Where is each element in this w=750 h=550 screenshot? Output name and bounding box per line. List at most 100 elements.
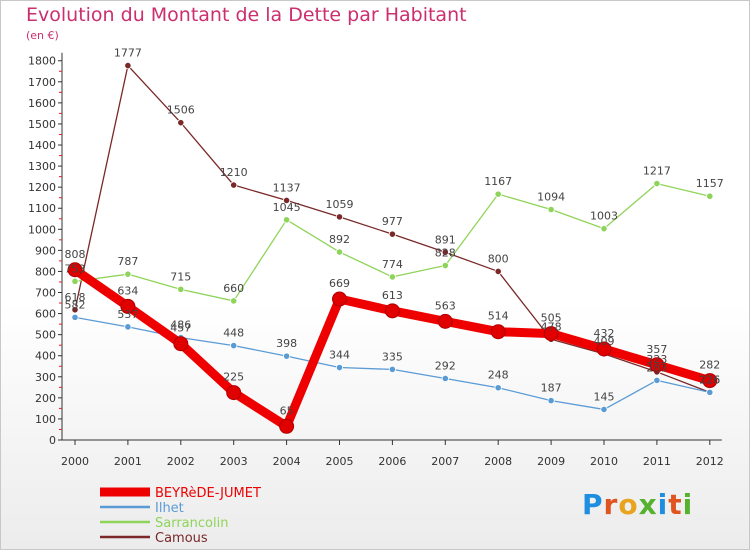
data-label: 1137	[273, 181, 301, 194]
data-label: 1003	[590, 210, 618, 223]
data-label: 292	[435, 359, 456, 372]
x-tick-label: 2010	[590, 455, 618, 468]
data-label: 409	[594, 335, 615, 348]
y-tick-label: 1500	[28, 118, 56, 131]
data-label: 486	[170, 319, 191, 332]
data-point	[653, 376, 661, 384]
data-labels: 618 1777 1506 1210 1137 1059 977 891 800 478 409 32…	[65, 47, 724, 418]
logo-letter: t	[668, 488, 683, 521]
y-tick-label: 300	[35, 371, 56, 384]
data-label: 478	[541, 320, 562, 333]
data-point	[335, 363, 344, 372]
data-label: 1210	[220, 166, 248, 179]
data-label: 505	[541, 312, 562, 325]
y-tick-label: 700	[35, 287, 56, 300]
data-point	[437, 313, 453, 329]
legend-label: BEYRèDE-JUMET	[155, 486, 261, 501]
data-point	[177, 119, 185, 127]
data-point	[600, 405, 608, 414]
x-tick-label: 2008	[484, 455, 512, 468]
data-point	[706, 192, 714, 200]
data-label: 282	[699, 359, 720, 372]
data-label: 323	[646, 353, 667, 366]
data-point	[71, 306, 79, 314]
x-tick-label: 2011	[643, 455, 671, 468]
data-label: 892	[329, 233, 350, 246]
y-tick-label: 500	[35, 329, 56, 342]
data-label: 1094	[537, 190, 565, 203]
y-tick-label: 1300	[28, 160, 56, 173]
data-point	[494, 384, 502, 392]
proxiti-logo: Proxiti	[582, 488, 693, 521]
data-label: 514	[488, 310, 509, 323]
data-point	[282, 216, 291, 224]
data-point	[706, 388, 714, 396]
logo-letter: i	[682, 488, 694, 521]
data-label: 977	[382, 215, 403, 228]
data-label: 1506	[167, 104, 195, 117]
data-point	[494, 190, 502, 198]
data-point	[124, 270, 132, 278]
data-label: 618	[65, 291, 86, 304]
x-tick-label: 2001	[114, 455, 142, 468]
data-point	[600, 225, 608, 233]
logo-letter: r	[603, 488, 619, 521]
data-point	[547, 205, 555, 214]
y-tick-label: 100	[35, 413, 56, 426]
data-point	[384, 303, 400, 319]
data-point	[230, 297, 238, 305]
data-point	[230, 181, 238, 189]
y-tick-label: 400	[35, 350, 56, 363]
data-label: 891	[435, 233, 456, 246]
data-point	[332, 291, 347, 307]
x-tick-label: 2003	[220, 455, 248, 468]
data-point	[226, 385, 242, 401]
data-label: 753	[65, 262, 86, 275]
data-label: 457	[170, 322, 191, 335]
data-point	[279, 418, 295, 434]
chart-unit: (en €)	[26, 29, 59, 42]
data-label: 800	[488, 252, 509, 265]
data-label: 669	[329, 277, 350, 290]
data-label: 226	[699, 373, 720, 386]
data-label: 283	[646, 361, 667, 374]
data-point	[124, 61, 132, 70]
data-label: 1777	[114, 47, 142, 60]
data-point	[67, 262, 83, 278]
y-tick-label: 600	[35, 308, 56, 321]
y-tick-label: 1100	[28, 202, 56, 215]
data-point	[441, 261, 449, 270]
data-label: 828	[435, 247, 456, 260]
data-point	[649, 357, 665, 373]
data-label: 1059	[326, 198, 354, 211]
data-label: 248	[488, 369, 509, 382]
y-tick-label: 200	[35, 392, 56, 405]
data-point	[335, 248, 344, 256]
y-tick-label: 1700	[28, 76, 56, 89]
data-label: 344	[329, 349, 350, 362]
data-label: 335	[382, 350, 403, 363]
data-label: 226	[699, 373, 720, 386]
data-label: 1217	[643, 165, 671, 178]
data-point	[490, 324, 506, 340]
data-point	[120, 298, 136, 314]
data-label: 1157	[696, 177, 724, 190]
data-label: 357	[646, 343, 667, 356]
data-label: 787	[117, 255, 138, 268]
data-point	[441, 248, 449, 256]
data-label: 774	[382, 258, 403, 271]
data-point	[596, 341, 612, 357]
y-tick-label: 0	[49, 434, 56, 447]
y-tick-label: 1600	[28, 97, 56, 110]
legend-label: Ilhet	[155, 501, 184, 516]
data-point	[702, 373, 718, 389]
data-point	[388, 273, 396, 281]
data-label: 715	[170, 270, 191, 283]
data-label: 187	[541, 382, 562, 395]
data-label: 65	[280, 404, 294, 417]
data-point	[282, 352, 291, 360]
x-tick-label: 2000	[61, 455, 89, 468]
data-point	[388, 230, 396, 238]
data-label: 145	[594, 390, 615, 403]
